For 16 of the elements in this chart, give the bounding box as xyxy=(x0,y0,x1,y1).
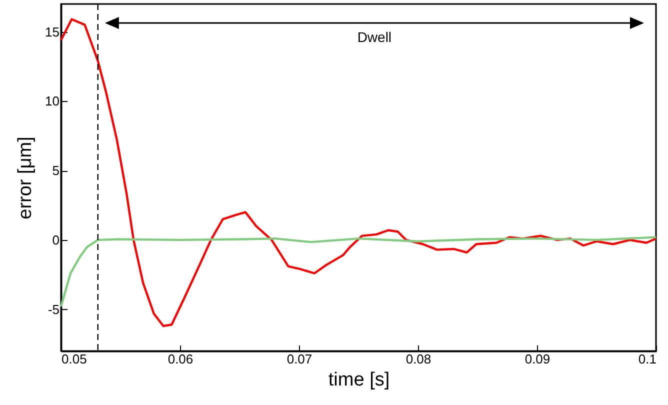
line-series xyxy=(60,236,658,308)
x-tick-label: 0.08 xyxy=(406,352,432,366)
x-tick-label: 0.07 xyxy=(286,352,312,366)
x-tick-label: 0.1 xyxy=(638,352,656,366)
y-tick-label: 15 xyxy=(45,24,60,40)
y-tick-label: 10 xyxy=(45,94,60,109)
y-tick-label: -5 xyxy=(48,302,60,317)
x-tick-label: 0.06 xyxy=(168,352,194,366)
y-tick-label: 0 xyxy=(52,232,60,248)
x-tick-label: 0.05 xyxy=(62,352,87,366)
y-tick-label: 5 xyxy=(52,163,60,178)
x-tick-label: 0.09 xyxy=(524,352,550,366)
x-axis-title: time [s] xyxy=(328,370,390,390)
line-series xyxy=(60,18,658,328)
annotation: Dwell xyxy=(357,29,392,45)
y-axis-title: error [μm] xyxy=(15,136,36,220)
